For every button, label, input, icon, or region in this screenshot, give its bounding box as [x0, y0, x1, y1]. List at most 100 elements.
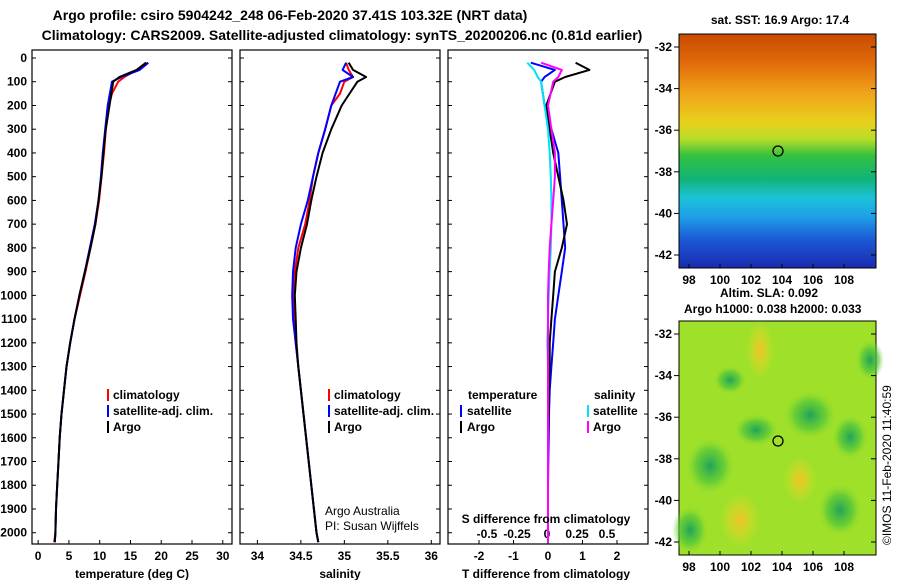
depth-tick-label: 1000: [0, 288, 27, 302]
curve-satellite-adj-clim-: [53, 61, 149, 543]
sal-legend-satellite: satellite-adj. clim.: [334, 404, 434, 418]
sla-warm-blob: [746, 320, 774, 380]
curve-argo: [53, 61, 148, 543]
depth-tick-label: 1100: [1, 312, 27, 326]
diff-sal-satellite: satellite: [593, 404, 638, 418]
sla-warm-blob: [784, 456, 816, 504]
s-difference-tick-label: -0.5: [477, 527, 498, 541]
depth-tick-label: 1700: [0, 455, 27, 469]
depth-tick-label: 800: [7, 241, 27, 255]
salinity-tick-label: 34: [251, 549, 265, 563]
depth-tick-label: 100: [7, 75, 27, 89]
difference-legend: temperature salinity satellite Argo sate…: [460, 388, 638, 526]
s-difference-tick-label: 0.5: [599, 527, 616, 541]
lat-label: -38: [655, 165, 673, 179]
s-difference-tick-label: 0.25: [565, 527, 589, 541]
curve-argo: [293, 62, 368, 543]
temperature-xlabel: temperature (deg C): [75, 567, 189, 580]
difference-tick-label: 1: [579, 549, 586, 563]
sst-argo-marker: [772, 145, 784, 157]
lon-label: 102: [741, 273, 761, 287]
sla-green-blob: [784, 391, 836, 439]
salinity-panel-frame: [239, 49, 441, 545]
curve-climatology: [53, 61, 147, 543]
depth-tick-label: 500: [7, 170, 27, 184]
depth-tick-label: 0: [20, 51, 27, 65]
depth-tick-label: 1600: [0, 431, 27, 445]
difference-tick-label: -2: [474, 549, 485, 563]
temperature-tick-label: 20: [155, 549, 169, 563]
lon-label: 108: [834, 560, 854, 574]
salinity-tick-label: 35: [338, 549, 352, 563]
salinity-legend: climatology satellite-adj. clim. Argo Ar…: [325, 388, 434, 533]
title-line-1: Argo profile: csiro 5904242_248 06-Feb-2…: [53, 7, 528, 23]
difference-x-ticks: -2 -1 0 1 2-0.5 -0.25 0 0.25 0.5: [474, 527, 621, 563]
sla-title-2: Argo h1000: 0.038 h2000: 0.033: [684, 302, 862, 316]
depth-tick-label: 1300: [0, 360, 27, 374]
depth-tick-label: 1900: [0, 502, 27, 516]
lon-label: 108: [834, 273, 854, 287]
difference-tick-label: -1: [508, 549, 519, 563]
temperature-tick-label: 0: [35, 549, 42, 563]
lat-label: -42: [655, 535, 673, 549]
curve-salinity-argo: [540, 61, 563, 543]
credit-line-2: PI: Susan Wijffels: [325, 519, 419, 533]
lon-label: 106: [803, 560, 823, 574]
sla-green-blob: [672, 506, 708, 554]
sla-green-blob: [832, 415, 868, 459]
sla-map: [672, 320, 884, 556]
depth-tick-label: 1200: [0, 336, 27, 350]
depth-axis: 0 100 200 300 400 500 600 700 800 900 1000 1100 1200…: [0, 51, 648, 540]
lon-label: 104: [772, 560, 792, 574]
legend-argo: Argo: [113, 420, 141, 434]
diff-temp-satellite: satellite: [467, 404, 512, 418]
temperature-panel-frame: [31, 49, 233, 545]
sla-green-blob: [734, 414, 778, 446]
legend-climatology: climatology: [113, 388, 180, 402]
sla-green-blob: [856, 340, 884, 380]
salinity-x-ticks: 34 34.5 35 35.5 36: [251, 540, 439, 563]
temperature-tick-label: 10: [93, 549, 107, 563]
depth-tick-label: 900: [7, 265, 27, 279]
lat-label: -32: [655, 40, 673, 54]
sla-title-1: Altim. SLA: 0.092: [720, 286, 818, 300]
temperature-tick-label: 5: [66, 549, 73, 563]
legend-satellite: satellite-adj. clim.: [113, 404, 213, 418]
lat-label: -36: [655, 123, 673, 137]
sla-green-blob: [818, 484, 862, 536]
difference-xlabel: T difference from climatology: [462, 567, 630, 580]
depth-tick-label: 400: [7, 146, 27, 160]
temperature-legend: climatology satellite-adj. clim. Argo: [107, 388, 213, 434]
sal-legend-argo: Argo: [334, 420, 362, 434]
salinity-tick-label: 35.5: [376, 549, 400, 563]
sla-green-blob: [686, 438, 734, 494]
sla-warm-blob: [720, 492, 760, 548]
lat-label: -42: [655, 248, 673, 262]
lon-label: 98: [682, 273, 696, 287]
lon-label: 100: [710, 273, 730, 287]
map-axes: -32 -34 -36 -38 -40 -42 98 100 102 104 106 108 -32 -3…: [655, 40, 876, 574]
sla-argo-marker: [772, 435, 784, 447]
legend-salinity-heading: salinity: [594, 388, 636, 402]
lat-label: -38: [655, 452, 673, 466]
depth-tick-label: 200: [7, 98, 27, 112]
sst-map: [678, 33, 877, 269]
sal-legend-climatology: climatology: [334, 388, 401, 402]
depth-tick-label: 1800: [0, 478, 27, 492]
lon-label: 104: [772, 273, 792, 287]
watermark: ©IMOS 11-Feb-2020 11:40:59: [880, 385, 894, 545]
salinity-tick-label: 36: [425, 549, 439, 563]
difference-tick-label: 0: [545, 549, 552, 563]
legend-temperature-heading: temperature: [468, 388, 538, 402]
lat-label: -34: [655, 82, 673, 96]
depth-tick-label: 1500: [0, 407, 27, 421]
depth-tick-label: 300: [7, 122, 27, 136]
temperature-tick-label: 25: [185, 549, 199, 563]
depth-tick-label: 2000: [0, 526, 27, 540]
temperature-tick-label: 15: [124, 549, 138, 563]
depth-tick-label: 600: [7, 193, 27, 207]
temperature-tick-label: 30: [216, 549, 230, 563]
s-difference-label: S difference from climatology: [462, 512, 631, 526]
depth-tick-label: 700: [7, 217, 27, 231]
